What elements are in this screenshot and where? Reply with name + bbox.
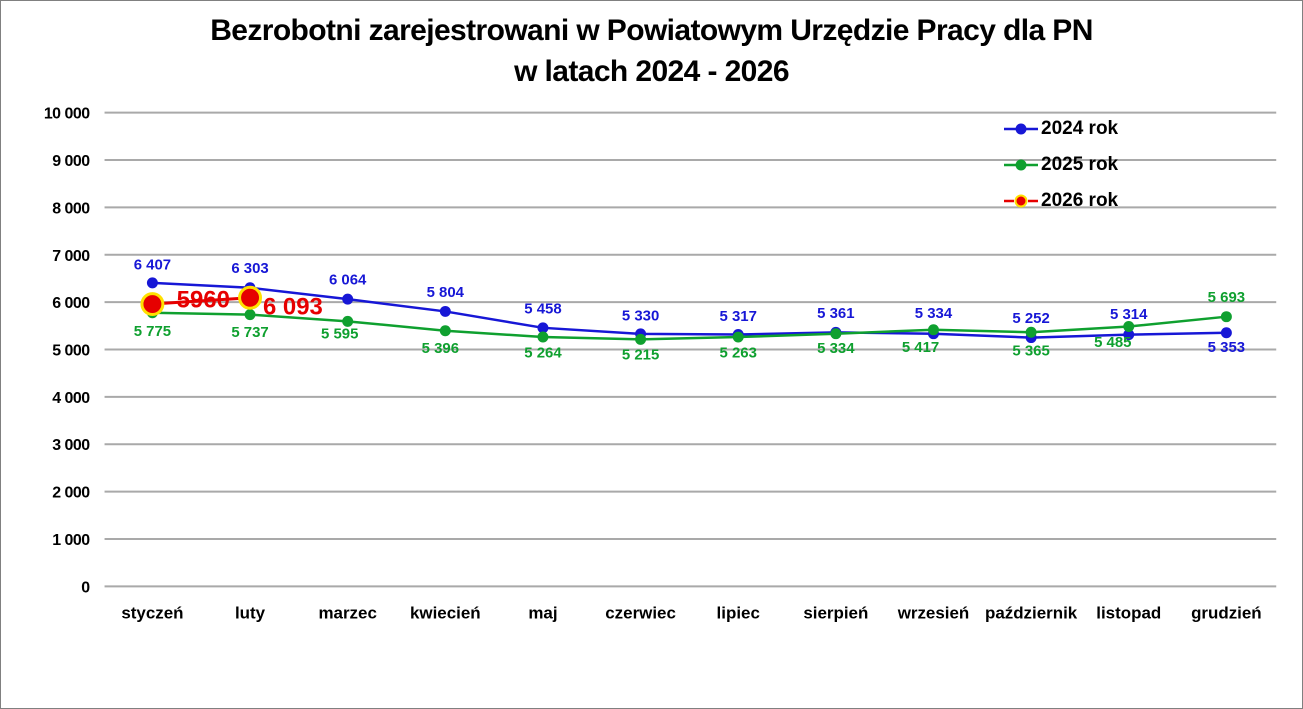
legend-marker <box>1015 123 1027 135</box>
data-point <box>1220 311 1232 323</box>
legend-marker <box>1014 194 1028 208</box>
data-point <box>238 285 263 310</box>
data-point <box>1220 327 1232 339</box>
legend: 2024 rok 2025 rok 2026 rok <box>1003 111 1118 219</box>
data-label: 5 317 <box>720 308 757 325</box>
y-tick-label: 9 000 <box>52 153 90 170</box>
data-label: 5 314 <box>1110 306 1148 323</box>
data-label: 6 093 <box>263 293 323 320</box>
data-label: 5 458 <box>524 300 561 317</box>
data-point <box>1025 326 1037 338</box>
data-label: 6 303 <box>231 260 268 277</box>
x-tick-label: listopad <box>1096 603 1161 622</box>
data-point <box>537 331 549 343</box>
data-label: 5 775 <box>134 323 171 340</box>
legend-swatch-2024-icon <box>1004 123 1038 135</box>
x-tick-label: październik <box>985 603 1078 622</box>
data-point <box>732 331 744 343</box>
data-point <box>244 309 256 321</box>
data-label: 6 064 <box>329 272 367 289</box>
legend-label-2024: 2024 rok <box>1041 118 1119 139</box>
y-tick-label: 1 000 <box>52 532 90 549</box>
data-label: 5 693 <box>1208 289 1245 306</box>
data-label: 5 334 <box>915 305 953 322</box>
data-label: 5 396 <box>422 340 459 357</box>
x-tick-label: czerwiec <box>605 603 676 622</box>
data-label: 5 334 <box>817 340 855 357</box>
x-tick-label: maj <box>528 603 557 622</box>
x-tick-label: styczeń <box>121 603 183 622</box>
x-tick-label: marzec <box>318 603 376 622</box>
data-point <box>537 322 549 334</box>
legend-item-2025: 2025 rok <box>1003 147 1118 183</box>
series-line <box>152 311 1227 341</box>
x-tick-label: lipiec <box>717 603 760 622</box>
y-tick-label: 2 000 <box>52 485 90 502</box>
y-tick-label: 4 000 <box>52 390 90 407</box>
y-tick-label: 5 000 <box>52 342 90 359</box>
data-point <box>342 293 354 305</box>
x-tick-label: wrzesień <box>897 603 970 622</box>
data-label: 5 737 <box>231 324 268 341</box>
data-point <box>342 315 354 327</box>
data-label: 5 485 <box>1094 334 1131 351</box>
data-point <box>140 292 165 317</box>
data-point <box>439 325 451 337</box>
x-tick-label: kwiecień <box>410 603 481 622</box>
legend-label-2025: 2025 rok <box>1041 154 1119 175</box>
x-tick-label: sierpień <box>803 603 868 622</box>
chart-title-line-2: w latach 2024 - 2026 <box>514 55 789 88</box>
y-tick-label: 8 000 <box>52 200 90 217</box>
legend-label-2026: 2026 rok <box>1041 190 1119 211</box>
y-tick-label: 0 <box>81 579 90 596</box>
data-label: 5 365 <box>1012 343 1049 360</box>
data-label: 5 804 <box>427 284 465 301</box>
data-point <box>1123 321 1135 333</box>
data-point <box>927 324 939 336</box>
legend-swatch-2025-icon <box>1004 159 1038 171</box>
x-tick-label: luty <box>235 603 266 622</box>
data-label: 5 264 <box>524 344 562 361</box>
data-label: 5 595 <box>321 326 358 343</box>
data-point <box>439 305 451 317</box>
data-label: 6 407 <box>134 256 171 273</box>
data-label: 5 215 <box>622 347 659 364</box>
data-label: 5 330 <box>622 307 659 324</box>
data-point <box>830 328 842 340</box>
series-line <box>152 281 1227 339</box>
data-label: 5 353 <box>1208 339 1245 356</box>
data-point <box>1123 329 1135 341</box>
legend-item-2026: 2026 rok <box>1003 183 1118 219</box>
data-label: 5960 <box>177 287 230 314</box>
data-label: 5 361 <box>817 305 854 322</box>
chart-title: Bezrobotni zarejestrowani w Powiatowym U… <box>1 10 1302 92</box>
x-tick-label: grudzień <box>1191 603 1262 622</box>
series-line <box>152 296 251 306</box>
legend-item-2024: 2024 rok <box>1003 111 1118 147</box>
y-tick-label: 7 000 <box>52 248 90 265</box>
data-label: 5 252 <box>1012 310 1049 327</box>
legend-swatch-2026-icon <box>1004 194 1038 208</box>
data-label: 5 263 <box>720 344 757 361</box>
chart-title-line-1: Bezrobotni zarejestrowani w Powiatowym U… <box>210 14 1093 47</box>
y-tick-label: 10 000 <box>44 106 90 123</box>
y-tick-label: 3 000 <box>52 437 90 454</box>
data-point <box>635 333 647 345</box>
data-label: 5 417 <box>902 339 939 356</box>
y-tick-label: 6 000 <box>52 295 90 312</box>
data-point <box>146 277 158 289</box>
legend-marker <box>1015 159 1027 171</box>
